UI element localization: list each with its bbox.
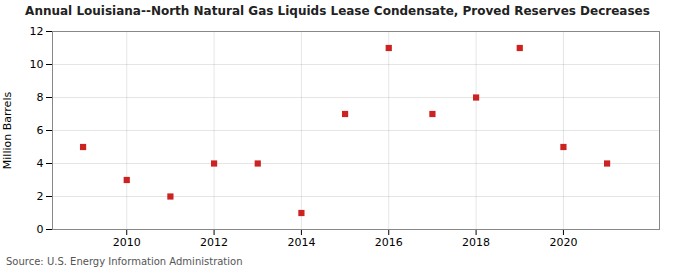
svg-text:2012: 2012: [200, 236, 228, 249]
svg-text:10: 10: [30, 58, 44, 71]
svg-text:2018: 2018: [462, 236, 490, 249]
svg-text:12: 12: [30, 25, 44, 38]
svg-text:2020: 2020: [549, 236, 577, 249]
html-text:Annual Louisiana--North Natura: Annual Louisiana--North Natural Gas Liqu…: [25, 4, 650, 18]
svg-text:2016: 2016: [375, 236, 403, 249]
html-text:Source: U.S. Energy Informatio: Source: U.S. Energy Information Administ…: [6, 256, 243, 267]
svg-text:6: 6: [37, 124, 44, 137]
svg-text:2010: 2010: [113, 236, 141, 249]
svg-text:8: 8: [37, 91, 44, 104]
svg-text:2: 2: [37, 190, 44, 203]
svg-text:2014: 2014: [287, 236, 315, 249]
svg-text:0: 0: [37, 223, 44, 236]
svg-text:Million Barrels: Million Barrels: [1, 92, 14, 170]
svg-text:4: 4: [37, 157, 44, 170]
